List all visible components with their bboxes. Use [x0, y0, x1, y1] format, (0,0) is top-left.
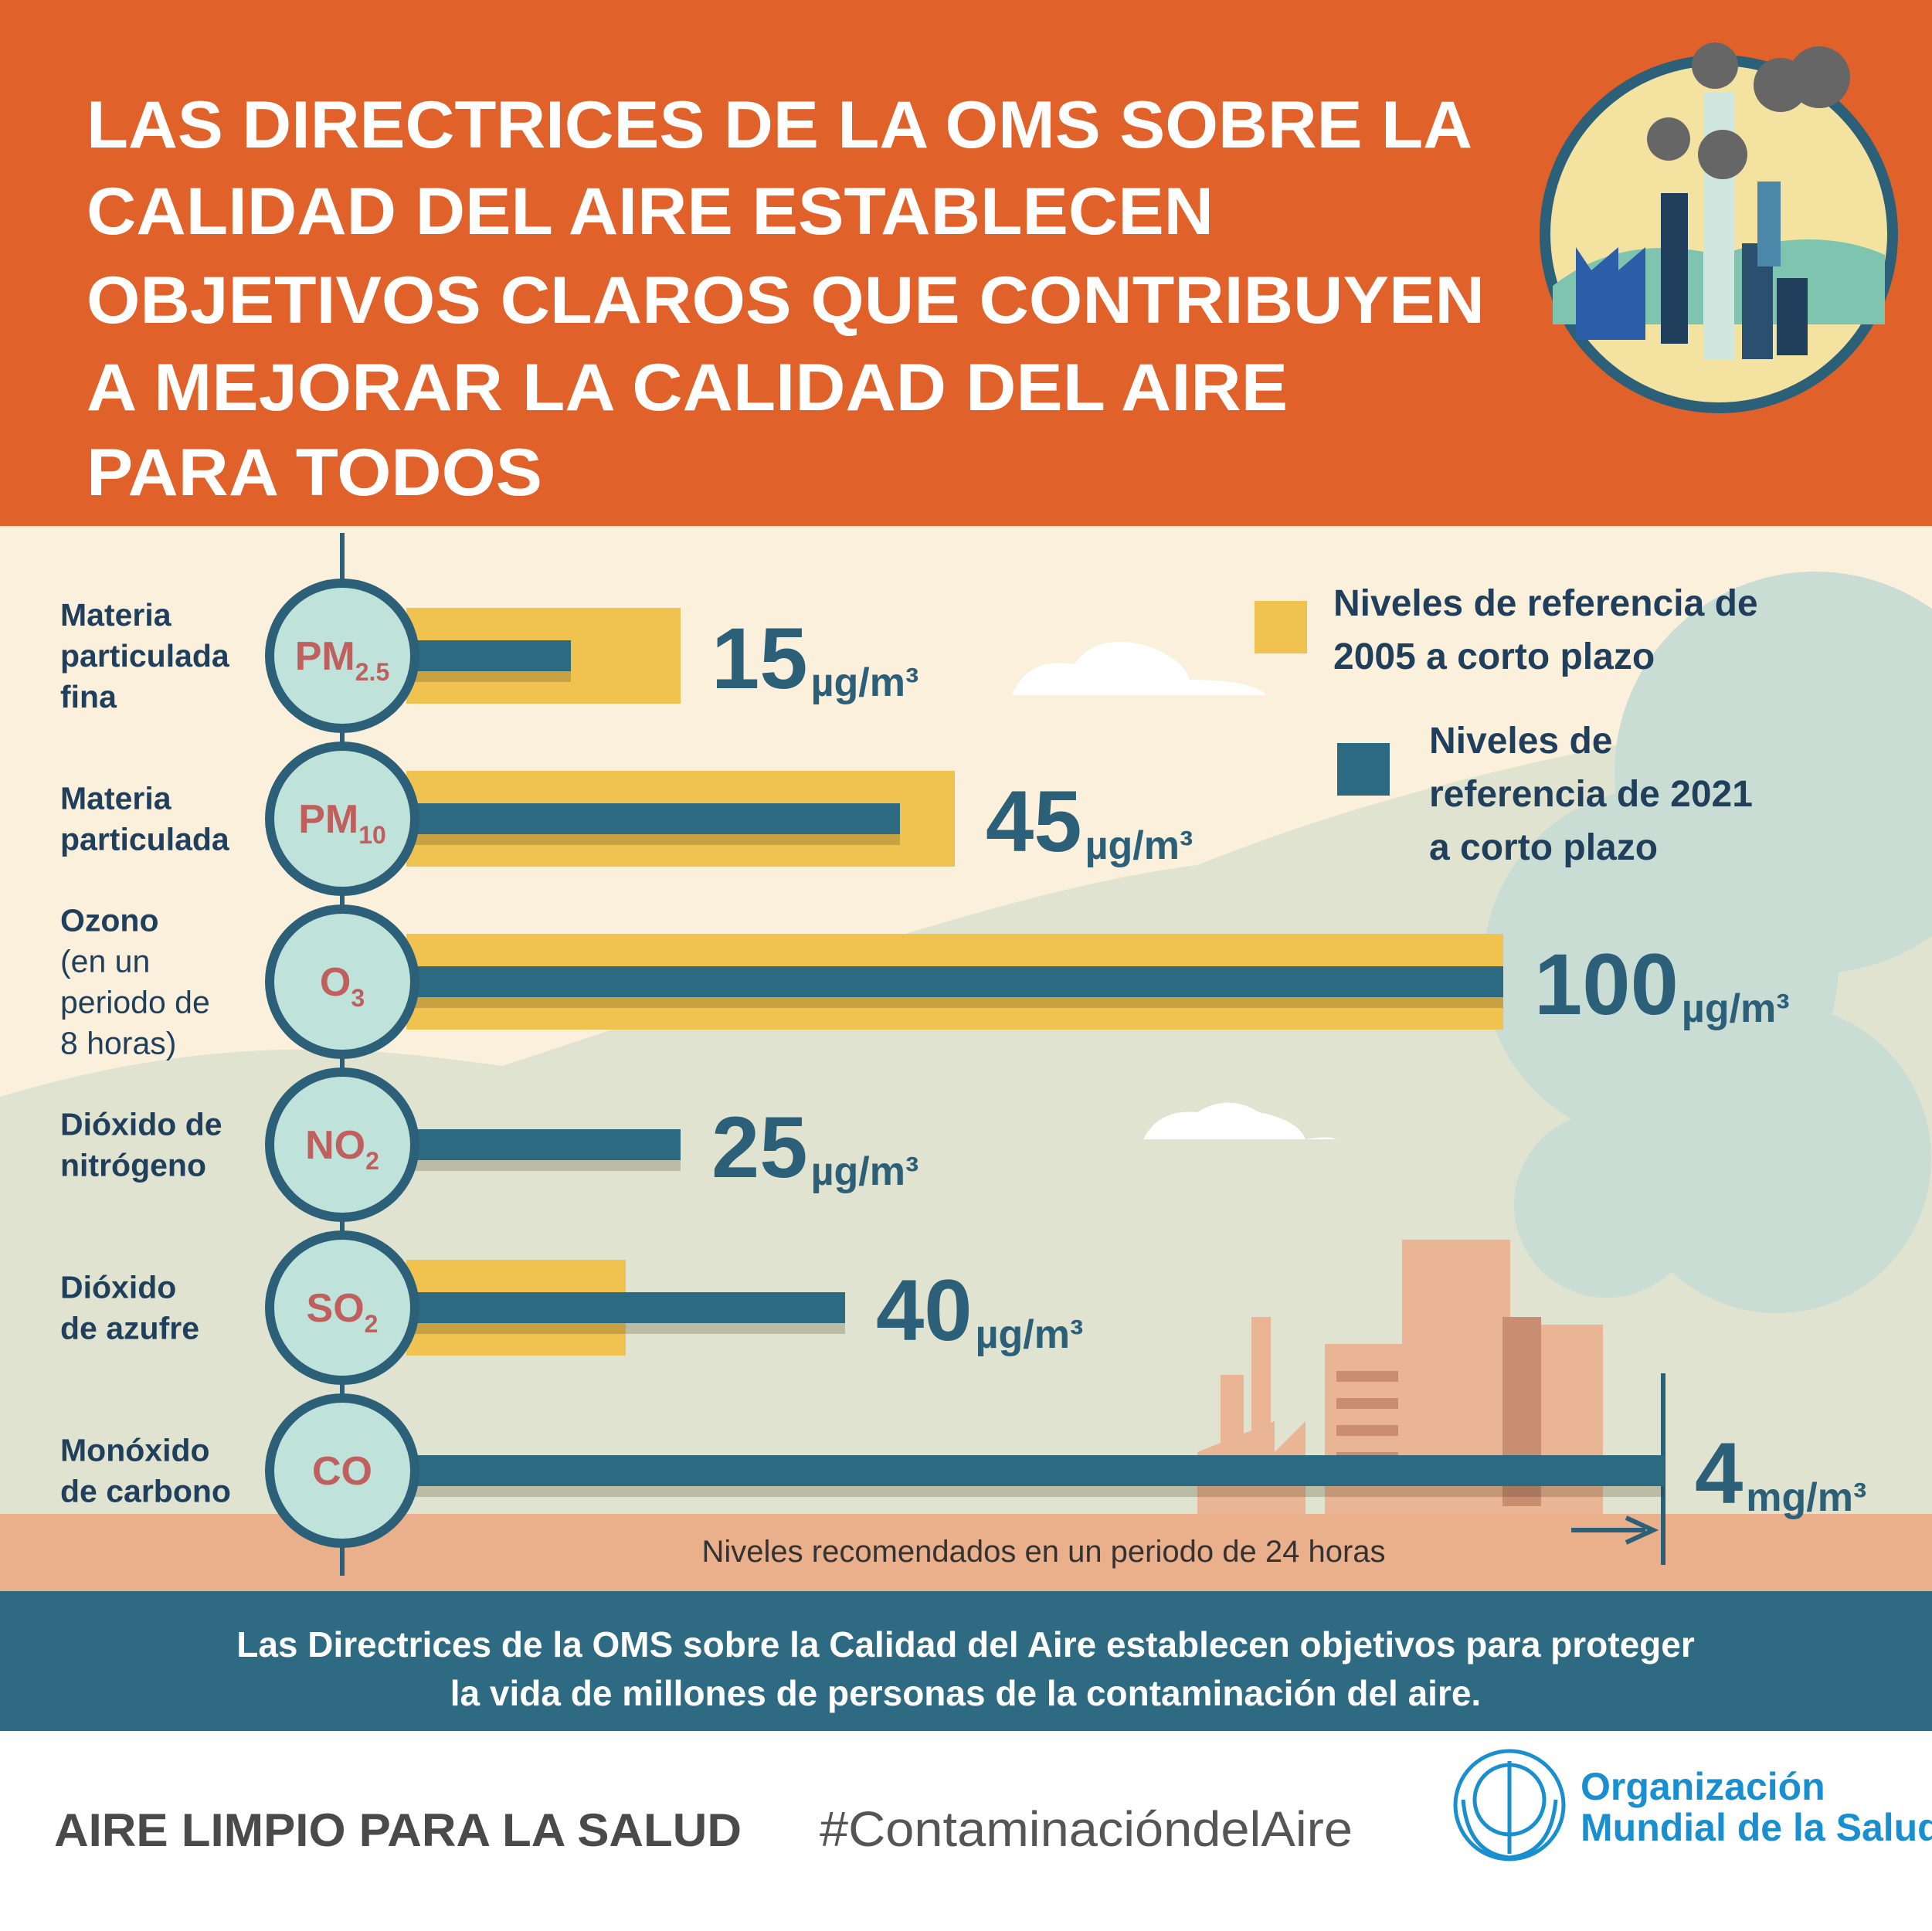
arrow	[1571, 1515, 1659, 1545]
pollutant-name: Dióxido	[60, 1270, 176, 1305]
banner-line: Las Directrices de la OMS sobre la Calid…	[236, 1624, 1695, 1665]
pollutant-symbol: NO2	[305, 1123, 379, 1175]
value-label: 15µg/m³	[711, 610, 918, 707]
pollutant-icon	[265, 742, 419, 896]
value-label: 4mg/m³	[1695, 1425, 1866, 1522]
bar-2021	[406, 803, 900, 834]
org-name: Organización	[1581, 1765, 1825, 1808]
symbol-sub: 2	[365, 1310, 379, 1338]
title-line: OBJETIVOS CLAROS QUE CONTRIBUYEN	[87, 263, 1485, 338]
pollutant-symbol: PM10	[298, 797, 386, 849]
note: Niveles recomendados en un periodo de 24…	[701, 1535, 1385, 1569]
value-number: 45	[986, 773, 1082, 870]
who-logo	[1453, 1749, 1566, 1861]
legend-label: Niveles de referencia de	[1333, 583, 1758, 624]
pollutant-name: Dióxido de	[60, 1107, 222, 1142]
legend-label: Niveles de	[1429, 721, 1612, 762]
symbol-main: PM	[298, 797, 358, 842]
title-line: LAS DIRECTRICES DE LA OMS SOBRE LA	[87, 88, 1472, 162]
symbol-main: SO	[307, 1286, 365, 1331]
clouds	[1012, 641, 1336, 1139]
pollutant-icon	[265, 579, 419, 733]
legend-label: a corto plazo	[1429, 827, 1658, 868]
footer-bg	[0, 1731, 1932, 1931]
banner-bg	[0, 1591, 1932, 1731]
value-label: 100µg/m³	[1534, 936, 1790, 1033]
value-unit: µg/m³	[1682, 986, 1790, 1031]
symbol-main: PM	[295, 634, 355, 679]
banner-line: la vida de millones de personas de la co…	[450, 1673, 1481, 1713]
legend-swatch	[1255, 601, 1307, 653]
value-number: 4	[1695, 1425, 1743, 1522]
value-number: 40	[876, 1262, 973, 1359]
pollutant-note: 8 horas)	[60, 1026, 176, 1061]
pollutant-symbol: O3	[320, 960, 365, 1012]
value-unit: µg/m³	[1085, 823, 1193, 868]
title-line: PARA TODOS	[87, 436, 542, 510]
value-unit: mg/m³	[1746, 1475, 1866, 1520]
value-number: 25	[711, 1099, 808, 1196]
symbol-main: CO	[312, 1449, 372, 1494]
hashtag: #ContaminacióndelAire	[820, 1801, 1353, 1857]
pollutant-symbol: CO	[312, 1449, 372, 1494]
pollutant-name: fina	[60, 679, 117, 714]
value-label: 40µg/m³	[876, 1262, 1083, 1359]
value-unit: µg/m³	[811, 1149, 919, 1194]
pollutant-symbol: PM2.5	[295, 634, 389, 686]
pollutant-name: nitrógeno	[60, 1148, 206, 1183]
smoke	[1483, 572, 1932, 1313]
pollutant-name: particulada	[60, 822, 230, 857]
pollutant-name: Monóxido	[60, 1433, 210, 1468]
bar-2021	[406, 1292, 845, 1323]
value-number: 15	[711, 610, 808, 707]
value-label: 45µg/m³	[986, 773, 1193, 870]
symbol-sub: 10	[358, 821, 386, 849]
pollutant-icon	[265, 904, 419, 1059]
title-line: A MEJORAR LA CALIDAD DEL AIRE	[87, 351, 1288, 425]
pollutant-name: de azufre	[60, 1311, 199, 1346]
factory-icon	[1540, 42, 1898, 413]
legend-label: referencia de 2021	[1429, 774, 1753, 815]
symbol-sub: 3	[351, 984, 365, 1012]
value-label: 25µg/m³	[711, 1099, 918, 1196]
value-unit: µg/m³	[976, 1312, 1084, 1357]
pollutant-name: Ozono	[60, 903, 159, 938]
pollutant-name: de carbono	[60, 1474, 231, 1509]
pollutant-name: particulada	[60, 638, 230, 674]
symbol-sub: 2	[365, 1147, 379, 1175]
bar-2021	[406, 966, 1503, 997]
pollutant-name: Materia	[60, 597, 172, 633]
symbol-sub: 2.5	[355, 658, 389, 686]
legend-swatch	[1337, 743, 1390, 796]
pollutant-symbol: SO2	[307, 1286, 379, 1338]
bar-2021	[406, 1129, 681, 1160]
title-line: CALIDAD DEL AIRE ESTABLECEN	[87, 175, 1214, 249]
pollutant-name: Materia	[60, 781, 172, 816]
value-number: 100	[1534, 936, 1679, 1033]
org-name: Mundial de la Salud	[1581, 1806, 1932, 1849]
pollutant-icon	[265, 1393, 419, 1548]
value-unit: µg/m³	[811, 660, 919, 705]
slogan: AIRE LIMPIO PARA LA SALUD	[54, 1804, 742, 1856]
legend-label: 2005 a corto plazo	[1333, 636, 1655, 677]
pollutant-note: (en un	[60, 944, 150, 979]
pollutant-icon	[265, 1067, 419, 1222]
pollutant-note: periodo de	[60, 985, 210, 1020]
bar-2021	[406, 1455, 1664, 1486]
bar-2021	[406, 640, 571, 671]
pollutant-icon	[265, 1230, 419, 1385]
symbol-main: NO	[305, 1123, 365, 1168]
symbol-main: O	[320, 960, 351, 1005]
